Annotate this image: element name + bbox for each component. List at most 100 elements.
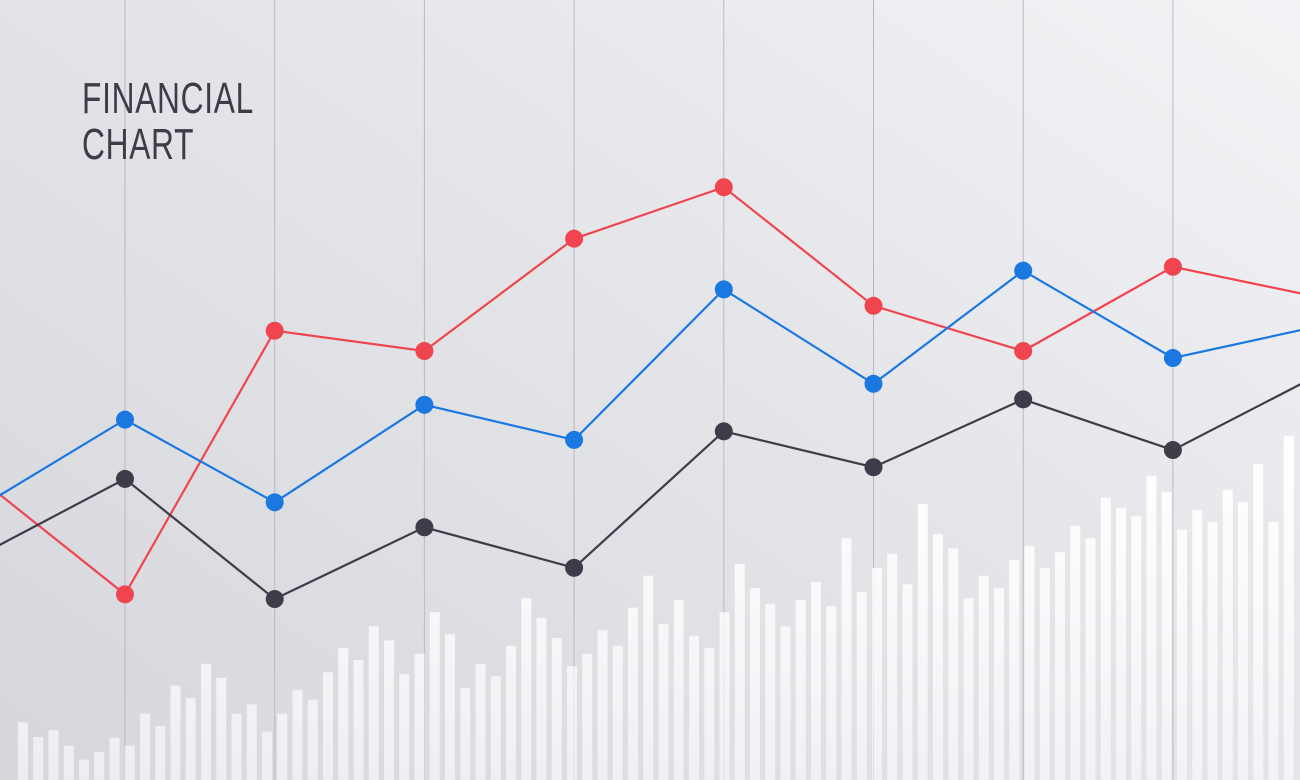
point: [415, 395, 434, 414]
point: [864, 296, 883, 315]
bar: [1070, 525, 1081, 780]
point: [714, 280, 733, 299]
bar: [536, 617, 547, 780]
point: [565, 430, 584, 449]
bar: [33, 737, 44, 780]
bar: [140, 713, 150, 780]
point: [116, 585, 134, 604]
bar: [1009, 560, 1020, 780]
bar: [216, 677, 227, 780]
point: [714, 178, 733, 197]
point: [415, 518, 434, 537]
bar: [612, 645, 623, 780]
bar: [582, 653, 593, 780]
bar: [262, 731, 272, 780]
bar: [490, 676, 501, 780]
bar: [475, 663, 486, 780]
bar: [1222, 489, 1233, 780]
bar: [1283, 436, 1294, 780]
bar: [307, 699, 318, 780]
bar: [963, 598, 974, 780]
bar: [1116, 507, 1126, 780]
bar: [63, 745, 74, 780]
bar: [994, 588, 1004, 780]
point: [116, 469, 134, 488]
bar: [460, 687, 471, 780]
point: [265, 493, 284, 512]
bar: [1192, 510, 1203, 780]
bar: [933, 534, 943, 780]
bar: [597, 630, 608, 780]
point: [415, 342, 434, 360]
bar: [1055, 552, 1065, 780]
point: [1163, 349, 1182, 368]
point: [565, 558, 584, 577]
bar: [109, 737, 120, 780]
point: [1014, 342, 1033, 360]
bar: [658, 624, 669, 780]
bar: [506, 645, 516, 780]
bar: [887, 553, 898, 780]
bar: [79, 759, 89, 780]
bar: [872, 567, 882, 780]
bar: [338, 648, 349, 780]
bar: [841, 538, 852, 780]
bar: [811, 581, 821, 780]
bar: [704, 648, 715, 780]
point: [864, 374, 883, 393]
bar: [643, 575, 654, 780]
bar: [795, 599, 806, 780]
bar: [1161, 492, 1172, 780]
point: [1014, 261, 1033, 280]
bar: [856, 592, 867, 780]
bar: [1085, 538, 1096, 780]
bar: [1268, 521, 1279, 780]
bar: [1177, 529, 1187, 780]
bar: [1253, 464, 1264, 780]
bar: [155, 726, 166, 780]
point: [1163, 257, 1182, 276]
series-line: [0, 383, 1300, 601]
bar: [399, 673, 410, 780]
bar: [246, 704, 257, 780]
bar: [1207, 521, 1218, 780]
bar: [673, 599, 684, 780]
bar: [826, 606, 837, 780]
bar: [719, 612, 730, 780]
bar: [1024, 546, 1035, 780]
bar: [1238, 502, 1248, 780]
bar: [323, 672, 333, 780]
bar: [48, 730, 59, 780]
bar: [1131, 516, 1142, 780]
bar: [948, 548, 959, 780]
bar: [780, 626, 791, 780]
point: [565, 229, 584, 248]
bar: [689, 635, 699, 780]
bar: [765, 603, 776, 780]
bar: [353, 659, 364, 780]
bar: [1100, 497, 1111, 780]
bar: [750, 588, 760, 780]
bar: [124, 745, 135, 780]
bar: [734, 563, 745, 780]
bar: [18, 722, 28, 780]
bar: [170, 685, 181, 780]
bar: [185, 698, 196, 780]
point: [1014, 390, 1033, 409]
bar: [1039, 567, 1050, 780]
chart-title: FINANCIAL CHART: [82, 74, 253, 169]
bar: [429, 612, 440, 780]
bar: [445, 634, 455, 780]
bar: [628, 607, 638, 780]
bar: [201, 663, 211, 780]
bar: [917, 503, 928, 780]
bar: [902, 584, 913, 780]
bar: [567, 666, 577, 780]
bar: [292, 690, 303, 780]
bar: [1146, 475, 1157, 780]
bar: [231, 713, 242, 780]
bar: [551, 638, 562, 780]
bar: [414, 653, 425, 780]
